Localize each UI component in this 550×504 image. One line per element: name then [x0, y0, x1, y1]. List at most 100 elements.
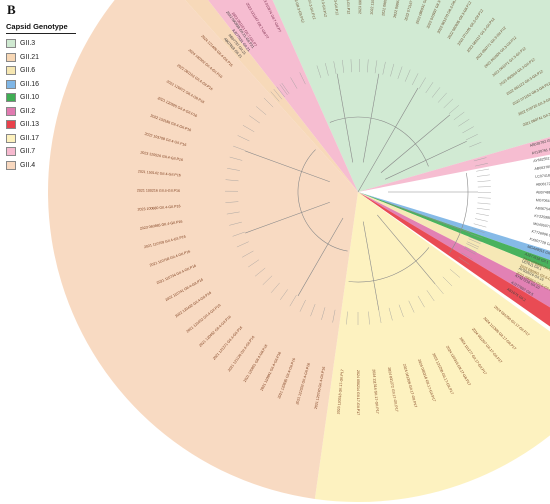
tree-branches [225, 59, 492, 325]
legend-item: GII.10 [6, 91, 76, 105]
tip-label-reference-leaf [472, 228, 485, 233]
tip-label-reference-leaf [477, 202, 491, 205]
tip-label-gii4-leaf [227, 168, 240, 171]
tip-label-gii7-leaf [299, 72, 306, 85]
tip-label-reference: AB083780 GII.11 [534, 163, 550, 170]
legend-item: GII.17 [6, 132, 76, 146]
genotype-sectors [48, 0, 550, 502]
tip-label-gii21-leaf [276, 86, 285, 98]
branch-7 [377, 214, 436, 285]
tip-label-reference: AB081723 GII.9 [536, 182, 550, 187]
legend-swatch [6, 120, 16, 130]
legend-title: Capsid Genotype [6, 22, 76, 34]
legend-label: GII.21 [20, 53, 40, 61]
tip-label-gii4-leaf [225, 179, 239, 182]
tip-label-gii4-leaf [229, 221, 242, 226]
legend-swatch [6, 133, 16, 143]
tip-label-gii4: 2021 100216 GII.4-GII.P16 [137, 189, 180, 193]
tip-label-gii3-leaf [469, 141, 482, 148]
tip-label-gii21-leaf [273, 89, 283, 100]
root-stem [357, 165, 374, 193]
legend-item: GII.21 [6, 51, 76, 65]
tip-label-gii4-leaf [242, 125, 255, 132]
branch-0 [336, 73, 354, 163]
tip-label-gii3-leaf [316, 65, 322, 78]
tip-label-gii4-leaf [321, 307, 326, 320]
legend-items: GII.3 GII.21 GII.6 GII.16 GII.10 GII.2 GII.13 G… [6, 37, 76, 172]
tip-label-gii4-leaf [289, 294, 297, 307]
tip-label-gii6-leaf [467, 241, 480, 248]
tip-label-gii17: 2024 111314 GII.17-GII.P17 [372, 369, 380, 414]
legend-label: GII.6 [20, 67, 36, 75]
tip-label-gii4-leaf [229, 156, 243, 161]
tip-label-gii3-leaf [397, 66, 403, 79]
tip-label-gii6-leaf [469, 236, 482, 243]
legend-item: GII.4 [6, 159, 76, 173]
tip-label-gii6-leaf [464, 246, 477, 253]
tip-label-gii3-leaf [367, 59, 369, 73]
tip-label-reference: KY225989 GII.24 [534, 214, 550, 222]
tip-label-gii3-leaf [453, 111, 465, 121]
tip-label-gii3-leaf [448, 105, 459, 114]
tip-label-gii17-leaf [398, 304, 404, 318]
tip-label-gii4-leaf [249, 115, 260, 124]
tip-label-reference-leaf [476, 174, 490, 177]
tip-label-reference-leaf [475, 163, 488, 167]
tip-label-gii3: 2022 110806 GII.3-GII.P12 [370, 0, 377, 15]
legend-label: GII.4 [20, 161, 36, 169]
tip-label-gii3: 2023 090884 GII.3-GII.P12 [358, 0, 363, 14]
tip-label-reference-leaf [461, 252, 473, 260]
legend-label: GII.17 [20, 134, 40, 142]
tip-label-gii4-leaf [225, 201, 239, 203]
tip-label-reference-leaf [477, 197, 491, 199]
tip-label-gii4-leaf [332, 309, 336, 323]
legend-label: GII.10 [20, 94, 40, 102]
legend-label: GII.7 [20, 148, 36, 156]
tip-label-gii4-leaf [271, 282, 280, 293]
panel-letter: B [7, 2, 16, 17]
tip-label-reference-leaf [470, 233, 483, 239]
tip-label-gii3-leaf [458, 118, 470, 127]
tip-label-gii4-leaf [310, 304, 316, 317]
tip-label-reference: AY130761 GII.5 [531, 146, 550, 155]
legend-item: GII.3 [6, 37, 76, 51]
legend-swatch [6, 66, 16, 76]
legend-label: GII.2 [20, 107, 36, 115]
tip-label-gii3-leaf [333, 61, 337, 75]
branch-9 [297, 217, 344, 297]
tip-label-gii17-leaf [434, 283, 444, 295]
branch-8 [362, 221, 380, 311]
tip-label-gii17-leaf [346, 311, 348, 325]
tip-label-gii3-leaf [437, 92, 447, 103]
tip-label-reference-leaf [476, 213, 489, 216]
tip-label-gii17-leaf [417, 295, 425, 308]
tip-label-gii17-leaf [449, 268, 461, 278]
capsid-genotype-legend: Capsid Genotype GII.3 GII.21 GII.6 GII.16 GI… [6, 22, 76, 172]
sector-gii3 [272, 0, 550, 192]
tip-label-gii4-leaf [280, 289, 288, 300]
tip-label-gii3-leaf [431, 87, 441, 98]
tip-label-reference: KT726996 GII.23 [531, 229, 550, 239]
tip-label-gii4-leaf [254, 267, 266, 277]
tip-label-gii4: 2023 060865 GII.4-GII.P16 [140, 220, 183, 231]
tip-label-reference: U07611 GII.1 [521, 259, 542, 271]
tip-label-gii4-leaf [256, 106, 267, 115]
tip-label-gii17-leaf [378, 310, 382, 324]
tip-label-gii3-leaf [325, 63, 329, 76]
tip-label-reference-leaf [458, 257, 470, 265]
legend-label: GII.3 [20, 40, 36, 48]
legend-swatch [6, 160, 16, 170]
sector-gii10 [358, 192, 550, 270]
tip-label-gii4: 2021 150142 GII.4-GII.P16 [138, 169, 181, 177]
tip-label-gii4-leaf [262, 275, 273, 285]
tip-label-reference-leaf [474, 218, 488, 222]
tip-label-gii4-leaf [263, 97, 274, 108]
sector-gii2 [358, 192, 550, 308]
tip-label-gii17-leaf [426, 290, 435, 302]
legend-item: GII.2 [6, 105, 76, 119]
tip-label-gii7-leaf [290, 77, 298, 89]
tip-label-gii3-leaf [350, 59, 352, 73]
branch-4 [385, 141, 467, 180]
